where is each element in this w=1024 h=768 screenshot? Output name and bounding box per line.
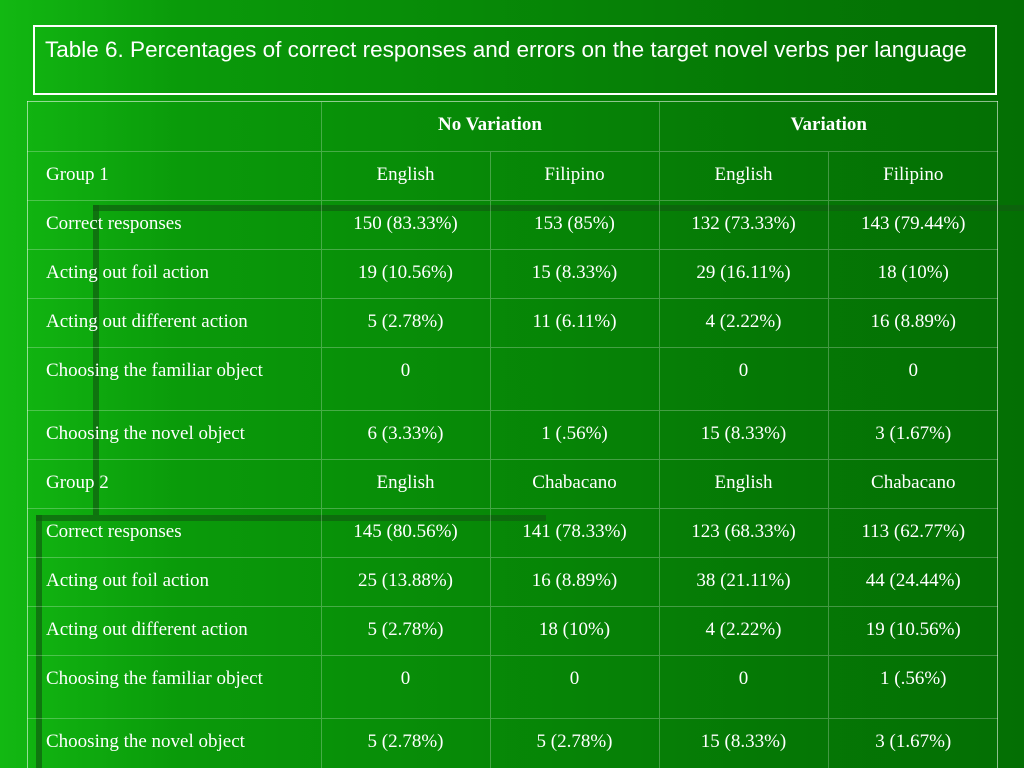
table-cell: 0: [658, 347, 828, 411]
table-cell: 19 (10.56%): [827, 606, 998, 656]
table-cell: 0: [658, 655, 828, 719]
table-cell: 145 (80.56%): [320, 508, 490, 558]
table-cell: 3 (1.67%): [827, 410, 998, 460]
table-cell: 44 (24.44%): [827, 557, 998, 607]
table-cell: 6 (3.33%): [320, 410, 490, 460]
table-row: Choosing the novel object 5 (2.78%) 5 (2.7…: [27, 718, 998, 768]
table-row: Group 1 English Filipino English Filipino: [27, 151, 998, 201]
table-cell: 18 (10%): [827, 249, 998, 299]
table-cell: 123 (68.33%): [658, 508, 828, 558]
table-cell: 5 (2.78%): [320, 606, 490, 656]
row-label: Choosing the novel object: [27, 410, 321, 460]
table-cell: 15 (8.33%): [658, 718, 828, 768]
table-cell: 11 (6.11%): [489, 298, 659, 348]
row-label: Acting out foil action: [27, 557, 321, 607]
table-header-row: No Variation Variation: [27, 101, 998, 152]
table-cell: 16 (8.89%): [489, 557, 659, 607]
table-cell: English: [320, 151, 490, 201]
table-cell: 4 (2.22%): [658, 606, 828, 656]
table-cell: 5 (2.78%): [320, 718, 490, 768]
row-label: Group 1: [27, 151, 321, 201]
table-cell: 132 (73.33%): [658, 200, 828, 250]
table-cell: 25 (13.88%): [320, 557, 490, 607]
row-label: Correct responses: [27, 200, 321, 250]
row-label: Choosing the familiar object: [27, 347, 321, 411]
table-cell: 15 (8.33%): [489, 249, 659, 299]
table-cell: 19 (10.56%): [320, 249, 490, 299]
row-label: Acting out foil action: [27, 249, 321, 299]
table-cell: 1 (.56%): [827, 655, 998, 719]
header-variation: Variation: [658, 101, 998, 152]
table-cell: English: [658, 151, 828, 201]
table-cell: 5 (2.78%): [489, 718, 659, 768]
table-cell: Chabacano: [489, 459, 659, 509]
table-cell: 141 (78.33%): [489, 508, 659, 558]
table-cell: 0: [320, 655, 490, 719]
table-cell: 143 (79.44%): [827, 200, 998, 250]
table-row: Choosing the familiar object 0 0 0 1 (.56%): [27, 655, 998, 719]
table-title: Table 6. Percentages of correct response…: [33, 25, 997, 95]
table-cell: [489, 347, 659, 411]
table-row: Correct responses 145 (80.56%) 141 (78.33%…: [27, 508, 998, 558]
table-cell: 18 (10%): [489, 606, 659, 656]
header-empty-cell: [27, 101, 321, 152]
results-table: No Variation Variation Group 1 English Fil…: [27, 101, 998, 768]
table-cell: 1 (.56%): [489, 410, 659, 460]
table-cell: 3 (1.67%): [827, 718, 998, 768]
row-label: Choosing the novel object: [27, 718, 321, 768]
header-no-variation: No Variation: [320, 101, 659, 152]
table-cell: 15 (8.33%): [658, 410, 828, 460]
table-cell: 113 (62.77%): [827, 508, 998, 558]
row-label: Group 2: [27, 459, 321, 509]
table-cell: 5 (2.78%): [320, 298, 490, 348]
table-cell: English: [320, 459, 490, 509]
table-cell: 0: [489, 655, 659, 719]
table-row: Correct responses 150 (83.33%) 153 (85%) 13…: [27, 200, 998, 250]
table-row: Acting out different action 5 (2.78%) 11 (…: [27, 298, 998, 348]
table-cell: 4 (2.22%): [658, 298, 828, 348]
table-cell: 153 (85%): [489, 200, 659, 250]
table-cell: 16 (8.89%): [827, 298, 998, 348]
table-cell: 38 (21.11%): [658, 557, 828, 607]
row-label: Acting out different action: [27, 298, 321, 348]
row-label: Choosing the familiar object: [27, 655, 321, 719]
row-label: Correct responses: [27, 508, 321, 558]
row-label: Acting out different action: [27, 606, 321, 656]
table-cell: English: [658, 459, 828, 509]
table-cell: Filipino: [489, 151, 659, 201]
table-cell: Filipino: [827, 151, 998, 201]
table-row: Choosing the novel object 6 (3.33%) 1 (.56…: [27, 410, 998, 460]
table-row: Acting out different action 5 (2.78%) 18 (…: [27, 606, 998, 656]
table-row: Acting out foil action 25 (13.88%) 16 (8.8…: [27, 557, 998, 607]
table-cell: 29 (16.11%): [658, 249, 828, 299]
table-row: Choosing the familiar object 0 0 0: [27, 347, 998, 411]
table-row: Acting out foil action 19 (10.56%) 15 (8.3…: [27, 249, 998, 299]
table-cell: 0: [827, 347, 998, 411]
table-row: Group 2 English Chabacano English Chabacano: [27, 459, 998, 509]
table-cell: 0: [320, 347, 490, 411]
table-cell: 150 (83.33%): [320, 200, 490, 250]
table-cell: Chabacano: [827, 459, 998, 509]
